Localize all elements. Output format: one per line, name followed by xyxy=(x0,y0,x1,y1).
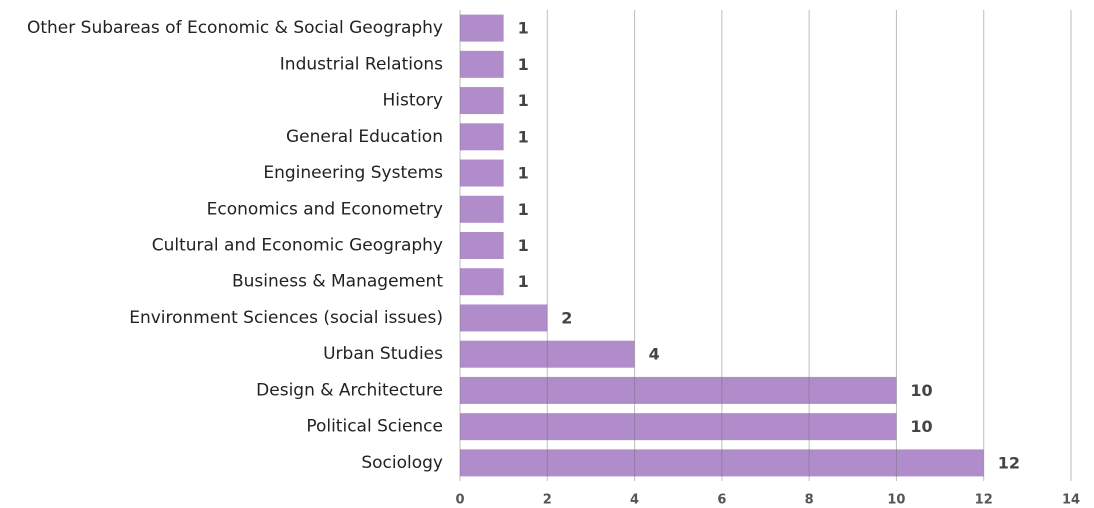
x-tick-label: 14 xyxy=(1062,493,1080,508)
data-label: 10 xyxy=(910,381,932,400)
y-tick-label: Environment Sciences (social issues) xyxy=(129,308,443,328)
y-tick-label: History xyxy=(383,91,443,111)
data-label: 1 xyxy=(518,164,529,183)
bar xyxy=(460,413,897,441)
y-tick-label: Design & Architecture xyxy=(256,380,443,400)
bar xyxy=(460,268,504,296)
bar xyxy=(460,123,504,151)
data-label: 1 xyxy=(518,55,529,74)
x-tick-label: 10 xyxy=(887,493,905,508)
bar xyxy=(460,14,504,42)
data-label: 1 xyxy=(518,200,529,219)
data-label: 1 xyxy=(518,236,529,255)
bar xyxy=(460,159,504,187)
y-tick-label: General Education xyxy=(286,127,443,147)
y-tick-label: Industrial Relations xyxy=(280,54,443,74)
data-label: 4 xyxy=(649,345,660,364)
y-tick-label: Urban Studies xyxy=(323,344,443,364)
x-tick-label: 8 xyxy=(805,493,814,508)
y-tick-label: Sociology xyxy=(361,453,443,473)
bar xyxy=(460,340,635,368)
data-label: 1 xyxy=(518,127,529,146)
bar xyxy=(460,449,984,477)
bar xyxy=(460,195,504,223)
y-tick-label: Economics and Econometry xyxy=(207,199,443,219)
y-tick-label: Business & Management xyxy=(232,272,443,292)
bar xyxy=(460,50,504,78)
bar xyxy=(460,232,504,259)
data-label: 10 xyxy=(910,417,932,436)
bar xyxy=(460,376,897,404)
x-tick-label: 2 xyxy=(543,493,552,508)
x-tick-label: 4 xyxy=(630,493,639,508)
y-tick-label: Other Subareas of Economic & Social Geog… xyxy=(27,18,443,38)
bar xyxy=(460,304,548,332)
x-tick-label: 12 xyxy=(975,493,993,508)
data-label: 12 xyxy=(998,453,1020,472)
x-tick-label: 6 xyxy=(717,493,726,508)
data-label: 1 xyxy=(518,19,529,38)
y-tick-label: Engineering Systems xyxy=(263,163,443,183)
y-tick-label: Political Science xyxy=(306,417,443,437)
data-label: 1 xyxy=(518,272,529,291)
x-tick-label: 0 xyxy=(455,493,464,508)
data-label: 1 xyxy=(518,91,529,110)
data-label: 2 xyxy=(561,308,572,327)
y-tick-label: Cultural and Economic Geography xyxy=(152,236,443,256)
bar xyxy=(460,87,504,115)
